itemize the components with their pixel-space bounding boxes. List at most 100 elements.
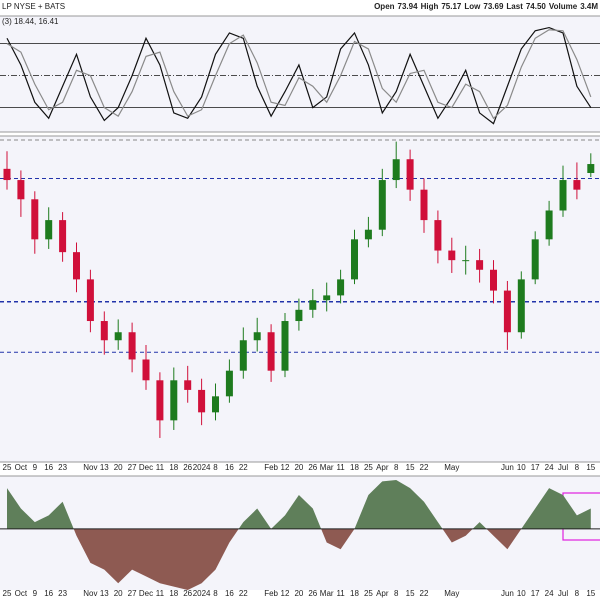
x-tick-label: 26: [183, 589, 192, 598]
candle-body: [517, 279, 525, 333]
x-tick-label: 2024: [193, 589, 211, 598]
x-tick-label: 8: [213, 589, 218, 598]
x-tick-label: Jul: [558, 463, 568, 472]
stoch-line: [6, 26, 592, 125]
x-tick-label: 20: [114, 463, 123, 472]
price-panel: [0, 136, 600, 462]
candle-body: [267, 332, 275, 371]
x-tick-label: 20: [294, 463, 303, 472]
candle-body: [295, 309, 303, 322]
x-tick-label: 8: [394, 589, 399, 598]
x-tick-label: 11: [336, 463, 345, 472]
candle-body: [198, 389, 206, 413]
candle-body: [309, 300, 317, 310]
candle-body: [323, 295, 331, 301]
candle-body: [531, 239, 539, 280]
x-tick-label: 20: [294, 589, 303, 598]
candle-body: [114, 332, 122, 341]
x-tick-label: 8: [575, 589, 580, 598]
x-tick-label: 16: [44, 589, 53, 598]
x-tick-label: 16: [225, 589, 234, 598]
candle-body: [239, 340, 247, 371]
x-tick-label: 26: [308, 463, 317, 472]
candle-body: [559, 180, 567, 211]
x-tick-label: Apr: [376, 589, 389, 598]
x-tick-label: Jul: [558, 589, 568, 598]
candle-body: [281, 321, 289, 371]
candle-body: [351, 239, 358, 280]
x-tick-label: 24: [545, 589, 554, 598]
x-tick-label: 23: [58, 463, 67, 472]
candle-body: [420, 189, 428, 221]
x-tick-label: May: [444, 589, 459, 598]
candle-body: [587, 164, 595, 174]
x-tick-label: 27: [128, 463, 137, 472]
x-tick-label: 16: [44, 463, 53, 472]
x-tick-label: Dec: [139, 589, 153, 598]
x-tick-label: 26: [183, 463, 192, 472]
x-tick-label: 15: [406, 463, 415, 472]
x-tick-label: Dec: [139, 463, 153, 472]
quote-value: 75.17: [441, 2, 462, 11]
candle-body: [184, 380, 192, 390]
candle-body: [364, 229, 372, 240]
x-tick-label: Nov: [83, 463, 97, 472]
x-tick-label: 13: [100, 463, 109, 472]
stoch-panel: [0, 16, 600, 132]
x-tick-label: 22: [420, 463, 429, 472]
x-tick-label: 25: [3, 463, 12, 472]
candle-body: [17, 180, 25, 200]
x-tick-label: 25: [3, 589, 12, 598]
quote-label: Open: [374, 2, 395, 11]
x-tick-label: Feb: [264, 589, 278, 598]
x-tick-label: Apr: [376, 463, 389, 472]
x-tick-label: Nov: [83, 589, 97, 598]
x-tick-label: Oct: [15, 589, 28, 598]
x-tick-label: 8: [575, 463, 580, 472]
x-tick-label: 2024: [193, 463, 211, 472]
x-tick-label: 11: [336, 589, 345, 598]
x-tick-label: 24: [545, 463, 554, 472]
quote-value: 74.50: [526, 2, 547, 11]
candle-body: [86, 279, 94, 322]
candle-body: [170, 380, 178, 421]
area-negative: [73, 528, 522, 590]
x-tick-label: 12: [281, 463, 290, 472]
x-tick-label: Mar: [320, 463, 334, 472]
candle-body: [128, 332, 136, 360]
x-tick-label: 18: [350, 463, 359, 472]
candle-body: [212, 396, 219, 413]
quote-value: 3.4M: [580, 2, 598, 11]
x-tick-label: 18: [350, 589, 359, 598]
quote-label: Low: [464, 2, 481, 11]
stoch-line: [6, 29, 592, 120]
candle-body: [225, 370, 233, 397]
x-tick-label: 20: [114, 589, 123, 598]
quote-value: 73.69: [483, 2, 504, 11]
x-tick-label: 25: [364, 463, 373, 472]
x-tick-label: 15: [406, 589, 415, 598]
x-tick-label: 22: [420, 589, 429, 598]
x-tick-label: 8: [394, 463, 399, 472]
x-tick-label: 23: [58, 589, 67, 598]
indicator-label: (3) 18.44, 16.41: [2, 17, 59, 26]
x-tick-label: 11: [156, 589, 165, 598]
quote: 3.4MVolume74.50Last73.69Low75.17High73.9…: [374, 2, 598, 11]
candle-body: [545, 210, 553, 240]
x-tick-label: Jun: [501, 463, 514, 472]
title: LP NYSE + BATS: [2, 2, 65, 11]
candle-body: [476, 260, 484, 270]
x-tick-label: 8: [213, 463, 218, 472]
x-tick-label: Oct: [15, 463, 28, 472]
candle-body: [156, 380, 164, 421]
x-tick-label: 22: [239, 463, 248, 472]
candle-body: [462, 260, 470, 262]
candle-body: [378, 180, 386, 230]
x-tick-label: 10: [517, 463, 526, 472]
x-tick-label: Mar: [320, 589, 334, 598]
x-tick-label: 11: [156, 463, 165, 472]
candle-body: [337, 279, 345, 296]
x-tick-label: Feb: [264, 463, 278, 472]
x-tick-label: 15: [586, 589, 595, 598]
